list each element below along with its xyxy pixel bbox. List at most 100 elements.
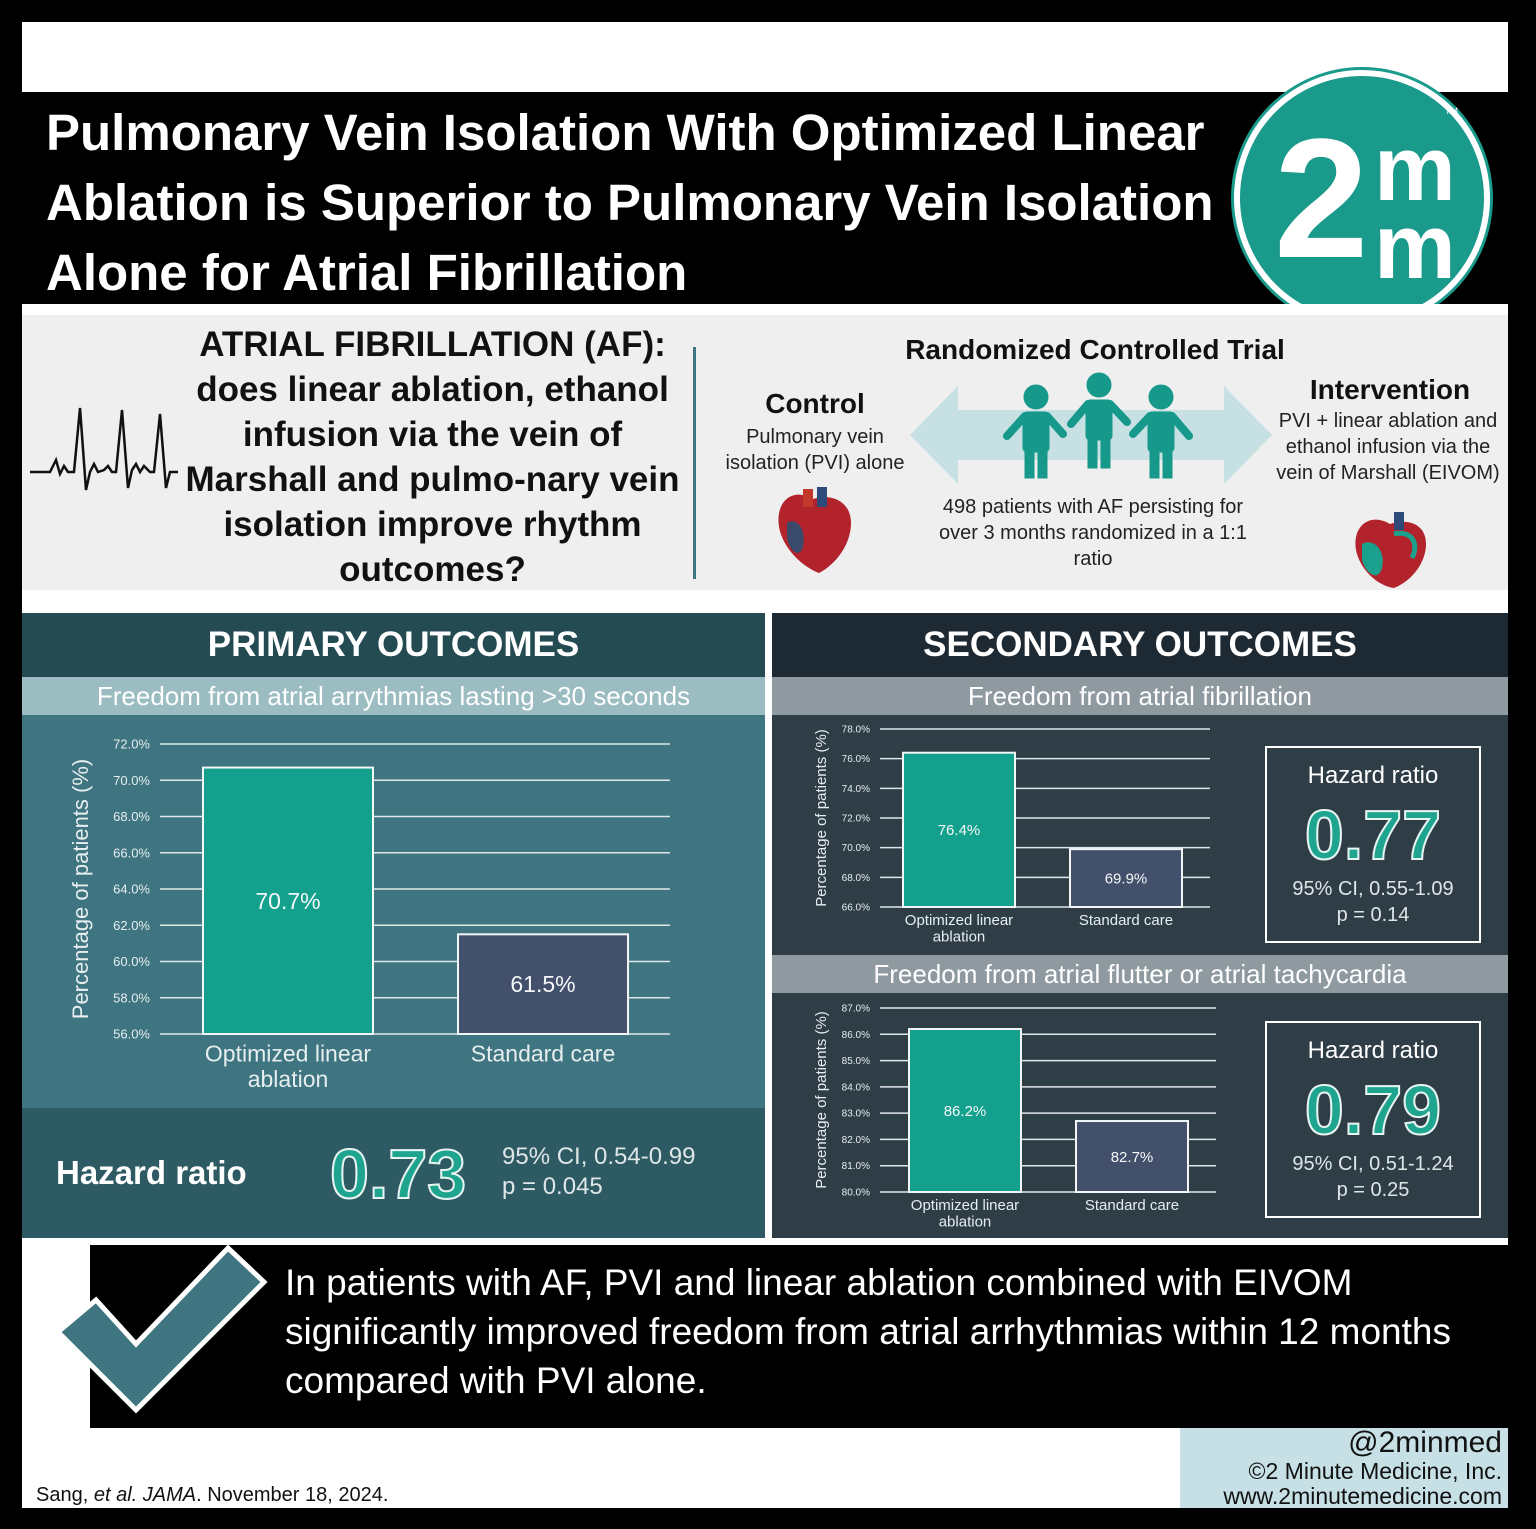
trademark: TM bbox=[1445, 106, 1458, 116]
y-tick-label: 86.0% bbox=[842, 1030, 870, 1041]
website-link[interactable]: www.2minutemedicine.com bbox=[1223, 1483, 1502, 1509]
copyright: ©2 Minute Medicine, Inc. bbox=[1248, 1458, 1502, 1484]
y-tick-label: 58.0% bbox=[113, 990, 150, 1005]
y-tick-label: 72.0% bbox=[113, 737, 150, 752]
data-label: 61.5% bbox=[510, 971, 575, 997]
y-tick-label: 60.0% bbox=[113, 954, 150, 969]
bar-optimized-linear-ablation bbox=[908, 1028, 1022, 1194]
primary-chart: 56.0% 58.0% 60.0% 62.0% 64.0% 66.0% 68.0% 70.0%… bbox=[22, 715, 765, 1108]
intervention-title: Intervention bbox=[1309, 374, 1471, 405]
conclusion-text: In patients with AF, PVI and linear abla… bbox=[285, 1262, 1451, 1401]
hazard-value: 0.79 bbox=[1304, 1070, 1442, 1150]
data-label: 69.9% bbox=[1105, 870, 1148, 887]
bar-optimized-linear-ablation bbox=[202, 766, 374, 1035]
divider bbox=[693, 347, 696, 579]
hazard-value: 0.77 bbox=[1304, 795, 1442, 875]
p-value: p = 0.045 bbox=[502, 1173, 603, 1200]
y-tick-label: 81.0% bbox=[842, 1161, 870, 1172]
y-tick-label: 74.0% bbox=[842, 784, 870, 795]
flutter-hazard-box: Hazard ratio 0.79 95% CI, 0.51-1.24 p = … bbox=[1265, 1021, 1481, 1218]
primary-hazard-value: 0.73 bbox=[329, 1134, 467, 1214]
flutter-chart: 80.0% 81.0% 82.0% 83.0% 84.0% 85.0% 86.0% 87.0%… bbox=[772, 993, 1508, 1238]
p-value: p = 0.14 bbox=[1336, 904, 1410, 926]
category-label: ablation bbox=[933, 929, 986, 946]
y-tick-label: 66.0% bbox=[113, 845, 150, 860]
y-tick-label: 76.0% bbox=[842, 754, 870, 765]
bar-optimized-linear-ablation bbox=[902, 751, 1016, 908]
category-label: Standard care bbox=[1085, 1197, 1179, 1214]
y-axis-label: Percentage of patients (%) bbox=[68, 759, 93, 1019]
af-chart: 66.0% 68.0% 70.0% 72.0% 74.0% 76.0% 78.0% Perce… bbox=[772, 715, 1508, 955]
y-tick-label: 85.0% bbox=[842, 1056, 870, 1067]
y-tick-label: 56.0% bbox=[113, 1027, 150, 1042]
y-tick-label: 62.0% bbox=[113, 918, 150, 933]
y-tick-label: 80.0% bbox=[842, 1188, 870, 1199]
p-value: p = 0.25 bbox=[1336, 1179, 1410, 1201]
y-axis-label: Percentage of patients (%) bbox=[813, 1011, 830, 1189]
y-tick-label: 68.0% bbox=[113, 809, 150, 824]
category-label: Standard care bbox=[1079, 912, 1173, 929]
y-tick-label: 70.0% bbox=[113, 773, 150, 788]
top-band bbox=[22, 22, 1508, 92]
logo-digit: 2 bbox=[1274, 104, 1369, 294]
y-tick-label: 87.0% bbox=[842, 1004, 870, 1015]
intervention-desc: PVI + linear ablation and ethanol infusi… bbox=[1276, 410, 1500, 484]
data-label: 76.4% bbox=[938, 822, 981, 839]
study-question: ATRIAL FIBRILLATION (AF): does linear ab… bbox=[185, 325, 680, 589]
checkmark-icon bbox=[54, 1244, 268, 1414]
primary-subheading: Freedom from atrial arrythmias lasting >… bbox=[22, 677, 765, 715]
secondary-subheading-2: Freedom from atrial flutter or atrial ta… bbox=[772, 955, 1508, 993]
bar-standard-care bbox=[1069, 848, 1183, 908]
primary-heading: PRIMARY OUTCOMES bbox=[22, 613, 765, 677]
footer-credits: @2minmed ©2 Minute Medicine, Inc. www.2m… bbox=[1180, 1428, 1508, 1508]
category-label: Optimized linear bbox=[905, 912, 1013, 929]
y-axis-label: Percentage of patients (%) bbox=[813, 729, 830, 907]
data-label: 70.7% bbox=[255, 888, 320, 914]
category-label: Optimized linear bbox=[205, 1041, 372, 1067]
page-title: Pulmonary Vein Isolation With Optimized … bbox=[46, 104, 1214, 301]
conclusion-bar bbox=[90, 1245, 1508, 1428]
ci-text: 95% CI, 0.54-0.99 bbox=[502, 1143, 696, 1170]
control-desc: Pulmonary vein isolation (PVI) alone bbox=[725, 426, 905, 474]
control-title: Control bbox=[765, 388, 865, 419]
y-tick-label: 64.0% bbox=[113, 882, 150, 897]
af-hazard-box: Hazard ratio 0.77 95% CI, 0.55-1.09 p = … bbox=[1265, 746, 1481, 943]
y-tick-label: 70.0% bbox=[842, 843, 870, 854]
y-tick-label: 78.0% bbox=[842, 725, 870, 736]
category-label: ablation bbox=[939, 1214, 992, 1231]
ecg-icon bbox=[30, 407, 178, 491]
data-label: 86.2% bbox=[944, 1103, 987, 1120]
hazard-label: Hazard ratio bbox=[1307, 762, 1439, 789]
y-tick-label: 84.0% bbox=[842, 1082, 870, 1093]
category-label: Standard care bbox=[471, 1041, 615, 1067]
intro-section bbox=[22, 315, 1508, 590]
ci-text: 95% CI, 0.51-1.24 bbox=[1292, 1153, 1454, 1175]
category-label: Optimized linear bbox=[911, 1197, 1019, 1214]
heart-icon bbox=[778, 487, 851, 573]
y-tick-label: 66.0% bbox=[842, 903, 870, 914]
primary-hazard-label: Hazard ratio bbox=[56, 1154, 247, 1191]
bar-standard-care bbox=[457, 933, 629, 1035]
logo-letter: m bbox=[1374, 196, 1456, 298]
hazard-label: Hazard ratio bbox=[1307, 1037, 1439, 1064]
y-tick-label: 68.0% bbox=[842, 873, 870, 884]
people-icon bbox=[1003, 372, 1193, 479]
y-tick-label: 82.0% bbox=[842, 1135, 870, 1146]
secondary-heading: SECONDARY OUTCOMES bbox=[772, 613, 1508, 677]
bar-standard-care bbox=[1075, 1120, 1189, 1193]
data-label: 82.7% bbox=[1111, 1149, 1154, 1166]
y-tick-label: 83.0% bbox=[842, 1109, 870, 1120]
logo-2mm: 2 m m TM bbox=[1234, 70, 1490, 326]
secondary-subheading-1: Freedom from atrial fibrillation bbox=[772, 677, 1508, 715]
primary-hazard-ci: 95% CI, 0.54-0.99 p = 0.045 bbox=[502, 1142, 695, 1202]
trial-type: Randomized Controlled Trial bbox=[905, 334, 1285, 365]
social-handle: @2minmed bbox=[1348, 1426, 1502, 1459]
heart-icon bbox=[1355, 512, 1426, 588]
citation: Sang, et al. JAMA. November 18, 2024. bbox=[36, 1484, 389, 1506]
primary-hazard-section bbox=[22, 1108, 765, 1238]
logo-letter: m bbox=[1374, 118, 1456, 220]
ci-text: 95% CI, 0.55-1.09 bbox=[1292, 878, 1454, 900]
patients-summary: 498 patients with AF persisting for over… bbox=[939, 496, 1247, 570]
category-label: ablation bbox=[248, 1066, 329, 1092]
y-tick-label: 72.0% bbox=[842, 814, 870, 825]
